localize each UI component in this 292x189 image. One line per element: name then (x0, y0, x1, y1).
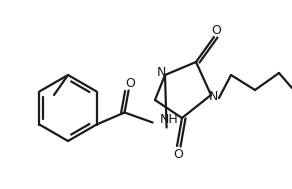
Text: O: O (126, 77, 135, 90)
Text: O: O (211, 23, 221, 36)
Text: N: N (156, 66, 166, 78)
Text: NH: NH (160, 113, 178, 126)
Text: O: O (173, 149, 183, 161)
Text: N: N (208, 90, 218, 102)
